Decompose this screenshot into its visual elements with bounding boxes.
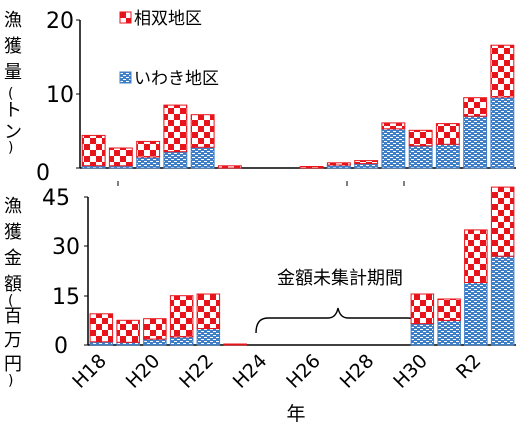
legend-iwaki-swatch <box>119 71 132 84</box>
bottom-ylabel: 漁 獲 金 額 ( 百 万 円 ) <box>4 196 28 389</box>
top-ylabel-char: ( <box>8 86 13 102</box>
xtick-label-R2: R2 <box>452 350 485 383</box>
bottom-ylabel-char: 百 <box>4 306 22 327</box>
bottom-bar-sousou-H23 <box>223 343 247 346</box>
legend-iwaki-label: いわき地区 <box>134 69 219 89</box>
bottom-ylabel-char: 額 <box>4 274 22 295</box>
xtick-label-H24: H24 <box>229 350 272 393</box>
bottom-bar-iwaki-R2 <box>464 282 488 346</box>
bottom-bar-iwaki-H20 <box>143 338 167 346</box>
xtick-label-H28: H28 <box>336 350 379 393</box>
xtick-labels-group: H18 H20 H22 H24 H26 H28 H30 R2 <box>68 350 485 393</box>
top-bar-sousou-H23 <box>217 165 242 169</box>
top-bar-sousou-H30 <box>408 129 433 147</box>
top-bar-sousou-H19 <box>108 147 133 167</box>
x-axis-label: 年 <box>286 403 305 425</box>
bottom-bar-iwaki-H31 <box>437 319 461 346</box>
bottom-bar-iwaki-H30 <box>410 323 435 346</box>
top-bar-sousou-H18 <box>81 134 106 167</box>
bottom-bar-sousou-H22 <box>196 293 221 329</box>
top-ylabel-char: ) <box>8 140 13 156</box>
top-bar-iwaki-H22 <box>190 146 215 169</box>
top-bar-iwaki-H28 <box>354 163 379 169</box>
bottom-tick-label-15: 15 <box>52 285 80 310</box>
bottom-bar-sousou-H21 <box>169 295 194 338</box>
top-tick-label-10: 10 <box>46 83 74 108</box>
bottom-bar-sousou-R2 <box>464 229 488 283</box>
top-ylabel-char: ト <box>4 100 22 121</box>
top-bar-sousou-R2 <box>463 97 488 117</box>
top-bar-sousou-H20 <box>136 140 161 158</box>
top-bar-sousou-H27 <box>326 162 351 166</box>
bottom-bar-sousou-H20 <box>143 318 167 340</box>
xtick-label-H18: H18 <box>68 350 111 393</box>
bottom-bar-iwaki-H22 <box>196 328 221 346</box>
bottom-bar-sousou-H31 <box>437 298 461 321</box>
top-bar-sousou-H28 <box>354 160 379 165</box>
top-bar-sousou-H26 <box>299 166 324 169</box>
top-ylabel-char: 獲 <box>4 36 22 57</box>
top-bar-sousou-H22 <box>190 114 215 148</box>
top-bar-iwaki-R2 <box>463 115 488 169</box>
annotation-brace <box>255 307 421 334</box>
top-bar-iwaki-H30 <box>408 145 433 169</box>
bottom-bar-sousou-H18 <box>89 313 114 343</box>
xtick-label-H30: H30 <box>389 350 432 393</box>
bottom-tick-label-45: 45 <box>42 186 70 211</box>
xtick-label-H20: H20 <box>122 350 165 393</box>
bottom-bar-iwaki-H21 <box>169 336 194 346</box>
top-bar-sousou-H31 <box>435 123 460 145</box>
bottom-ylabel-char: 円 <box>4 354 22 375</box>
top-ylabel-char: 漁 <box>4 10 22 31</box>
annotation-text: 金額未集計期間 <box>277 268 403 289</box>
top-tick-label-0: 0 <box>36 161 50 186</box>
top-bar-sousou-H29 <box>381 122 406 130</box>
top-ylabel-char: 量 <box>4 62 22 83</box>
bottom-tick-label-0: 0 <box>54 334 68 359</box>
top-bar-iwaki-R3 <box>490 96 515 169</box>
top-ylabel: 漁 獲 量 ( ト ン ) <box>4 10 28 156</box>
top-bar-iwaki-H31 <box>435 143 460 169</box>
bottom-bar-sousou-H30 <box>410 293 435 325</box>
bottom-ylabel-char: 獲 <box>4 222 22 243</box>
bottom-ylabel-char: 万 <box>4 330 22 351</box>
bottom-bar-iwaki-R3 <box>490 255 515 346</box>
bottom-ylabel-char: 金 <box>4 248 22 269</box>
top-bar-iwaki-H21 <box>163 151 188 169</box>
bottom-tick-label-30: 30 <box>52 235 80 260</box>
bottom-ylabel-char: 漁 <box>4 196 22 217</box>
top-bar-iwaki-H20 <box>136 156 161 169</box>
xtick-label-H22: H22 <box>175 350 218 393</box>
bottom-bar-sousou-H19 <box>116 319 140 343</box>
top-bar-sousou-R3 <box>490 44 515 98</box>
top-ylabel-char: ン <box>4 122 22 143</box>
bottom-ylabel-char: ) <box>8 373 13 389</box>
legend-sousou-label: 相双地区 <box>134 9 202 29</box>
top-tick-label-20: 20 <box>46 9 74 34</box>
bottom-bar-sousou-R3 <box>490 186 515 257</box>
legend-sousou-swatch <box>119 11 132 24</box>
top-bar-sousou-H21 <box>163 104 188 153</box>
top-bar-iwaki-H29 <box>381 128 406 169</box>
bars-group <box>81 44 515 346</box>
xtick-label-H26: H26 <box>282 350 325 393</box>
bottom-ylabel-char: ( <box>8 293 13 309</box>
